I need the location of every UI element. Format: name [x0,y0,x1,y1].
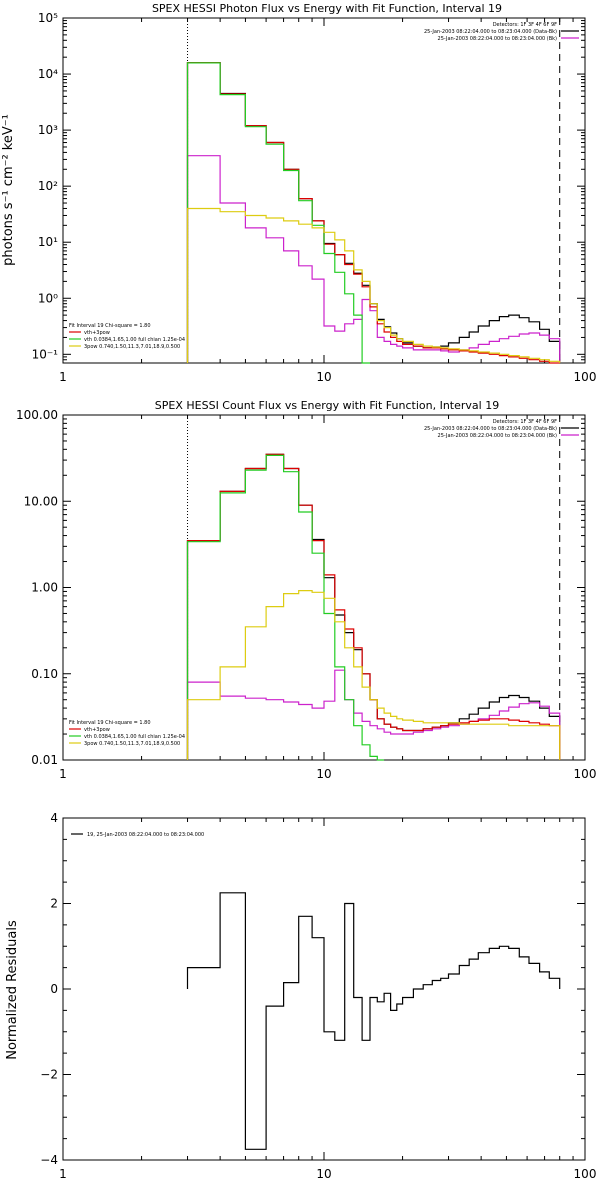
count-flux-header-line: 25-Jan-2003 08:22:04.000 to 08:23:04.000… [438,433,558,439]
photon-flux-panel: SPEX HESSI Photon Flux vs Energy with Fi… [1,2,596,384]
photon-flux-header-line: 25-Jan-2003 08:22:04.000 to 08:23:04.000… [438,36,558,42]
photon-flux-y-tick-label: 10⁴ [38,67,58,81]
residuals-x-tick-label: 10 [316,1167,331,1181]
residuals-ticks [62,817,585,1161]
photon-flux-x-tick-label: 100 [574,370,597,384]
photon-flux-series [186,62,561,364]
photon-flux-legend-entry: 3pow 0.740,1.50,11.3,7.01,18.9,0.500 [84,344,180,350]
photon-flux-legend-entry: Fit Interval 19 Chi-square = 1.80 [69,323,151,329]
photon-flux-y-tick-label: 10⁰ [38,291,58,305]
photon-flux-header-line: Detectors: 1F 3F 4F 6F 9F [493,22,557,28]
residuals-y-tick-label: 0 [50,982,58,996]
residuals-x-tick-label: 1 [59,1167,67,1181]
count-flux-title: SPEX HESSI Count Flux vs Energy with Fit… [155,399,499,412]
residuals-legend-entry: 19, 25-Jan-2003 08:22:04.000 to 08:23:04… [87,832,204,838]
count-flux-legend-entry: vth+3pow [84,727,110,733]
residuals-legend: 19, 25-Jan-2003 08:22:04.000 to 08:23:04… [71,832,204,838]
count-flux-tick-labels: 1 10 100 0.01 0.10 1.00 10.00 100.00 [16,408,596,781]
count-flux-y-tick-label: 100.00 [16,408,58,422]
count-flux-y-tick-label: 0.01 [31,753,58,767]
count-flux-header-line: 25-Jan-2003 08:22:04.000 to 08:23:04.000… [424,426,557,432]
photon-flux-y-tick-label: 10⁻¹ [32,347,59,361]
photon-flux-ticks [62,17,585,364]
photon-flux-header-line: 25-Jan-2003 08:22:04.000 to 08:23:04.000… [424,29,557,35]
count-flux-panel: SPEX HESSI Count Flux vs Energy with Fit… [16,399,596,781]
count-flux-legend-entry: Fit Interval 19 Chi-square = 1.80 [69,720,151,726]
residuals-y-tick-label: 2 [50,897,58,911]
count-flux-series [186,453,561,761]
residuals-series-19-25-jan-2003-08-22-04-000-to-08-23-04-000 [186,892,561,1150]
count-flux-series-bk [186,669,561,760]
photon-flux-y-label: photons s⁻¹ cm⁻² keV⁻¹ [1,114,16,266]
photon-flux-y-tick-label: 10¹ [38,235,58,249]
count-flux-legend-entry: vth 0.0384,1.65,1.00 full chian 1.25e-04 [84,734,185,740]
photon-flux-x-tick-label: 10 [316,370,331,384]
residuals-x-tick-label: 100 [574,1167,597,1181]
photon-flux-legend: Fit Interval 19 Chi-square = 1.80vth+3po… [69,323,185,350]
photon-flux-x-tick-label: 1 [59,370,67,384]
residuals-y-tick-label: 4 [50,811,58,825]
photon-flux-y-tick-label: 10² [38,179,58,193]
photon-flux-legend-entry: vth 0.0384,1.65,1.00 full chian 1.25e-04 [84,337,185,343]
photon-flux-title: SPEX HESSI Photon Flux vs Energy with Fi… [152,2,502,15]
photon-flux-series-bk [186,155,561,363]
count-flux-x-tick-label: 1 [59,767,67,781]
count-flux-series-3pow [186,590,561,760]
count-flux-x-tick-label: 100 [574,767,597,781]
residuals-panel: 1 10 100 −4 −2 0 2 4 19, 25-Jan-2003 08:22:04.0… [5,811,596,1181]
residuals-series [186,892,561,1150]
count-flux-reference-lines [187,415,561,760]
photon-flux-tick-labels: 1 10 100 10⁻¹ 10⁰ 10¹ 10² 10³ 10⁴ 10⁵ [32,11,597,384]
photon-flux-legend-entry: vth+3pow [84,330,110,336]
photon-flux-y-tick-label: 10⁵ [38,11,58,25]
residuals-y-label: Normalized Residuals [5,920,20,1060]
residuals-tick-labels: 1 10 100 −4 −2 0 2 4 [40,811,596,1181]
count-flux-series-vth [186,454,385,761]
count-flux-y-tick-label: 10.00 [24,494,58,508]
photon-flux-series-3pow [186,207,561,363]
count-flux-legend: Fit Interval 19 Chi-square = 1.80vth+3po… [69,720,185,747]
count-flux-header-line: Detectors: 1F 3F 4F 6F 9F [493,419,557,425]
count-flux-y-tick-label: 1.00 [31,581,58,595]
count-flux-legend-entry: 3pow 0.740,1.50,11.3,7.01,18.9,0.500 [84,741,180,747]
photon-flux-series-vth [186,62,370,364]
photon-flux-y-tick-label: 10³ [38,123,58,137]
count-flux-y-tick-label: 0.10 [31,667,58,681]
residuals-y-tick-label: −2 [40,1068,58,1082]
residuals-y-tick-label: −4 [40,1153,58,1167]
count-flux-x-tick-label: 10 [316,767,331,781]
